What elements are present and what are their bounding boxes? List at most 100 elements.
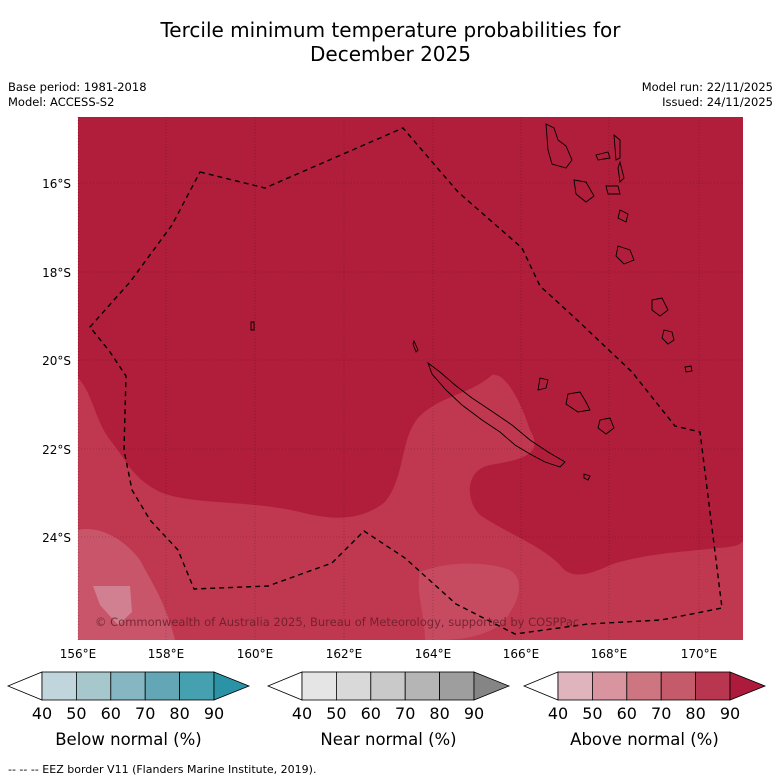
legend-tick: 50 [326, 704, 346, 723]
meta-right: Model run: 22/11/2025 Issued: 24/11/2025 [642, 80, 773, 110]
legend-tick: 60 [101, 704, 121, 723]
meta-left: Base period: 1981-2018 Model: ACCESS-S2 [8, 80, 147, 110]
belep-island [412, 339, 419, 353]
legend-tick: 80 [169, 704, 189, 723]
vanuatu-erromango [651, 297, 669, 317]
legend-swatch [336, 671, 372, 701]
copyright-notice: © Commonwealth of Australia 2025, Bureau… [95, 615, 579, 629]
legend-swatch [76, 671, 112, 701]
legend-tick: 80 [429, 704, 449, 723]
legend-tick: 90 [720, 704, 740, 723]
legend-tick: 60 [617, 704, 637, 723]
legend-tick: 40 [32, 704, 52, 723]
legend-swatch [626, 671, 662, 701]
vanuatu-epi [617, 209, 629, 223]
lat-label-18: 18°S [42, 266, 71, 280]
prob-contour-60b [418, 563, 520, 640]
cbar-under-arrow [266, 671, 303, 701]
lon-label-162: 162°E [326, 647, 363, 661]
vanuatu-efate [615, 245, 635, 265]
lon-label-156: 156°E [60, 647, 97, 661]
vanuatu-ambrym [605, 185, 621, 195]
legend-swatch [404, 671, 440, 701]
lat-label-20: 20°S [42, 354, 71, 368]
coastlines [250, 123, 693, 481]
ile-des-pins [583, 473, 591, 481]
legend-below-swatches [41, 671, 215, 701]
legend-tick: 90 [204, 704, 224, 723]
vanuatu-ambae [595, 151, 611, 161]
legend-swatch [695, 671, 731, 701]
cbar-under-arrow [6, 671, 43, 701]
legend-swatch [110, 671, 146, 701]
vanuatu-tanna [661, 329, 675, 345]
legend-swatch [179, 671, 215, 701]
loyalty-mare [597, 417, 615, 435]
lat-label-16: 16°S [42, 177, 71, 191]
lon-label-168: 168°E [591, 647, 628, 661]
lon-axis: 156°E 158°E 160°E 162°E 164°E 166°E 168°… [60, 647, 718, 661]
loyalty-lifou [565, 391, 591, 413]
vanuatu-aneityum [684, 365, 693, 373]
lon-label-170: 170°E [681, 647, 718, 661]
legend-swatch [370, 671, 406, 701]
lat-axis: 16°S 18°S 20°S 22°S 24°S [42, 177, 71, 545]
legend-swatch [439, 671, 475, 701]
prob-contour-50 [93, 586, 132, 625]
prob-contour-60 [78, 529, 175, 640]
legend-swatch [660, 671, 696, 701]
legend-tick: 40 [548, 704, 568, 723]
lon-label-166: 166°E [503, 647, 540, 661]
legend-above-label: Above normal (%) [570, 730, 719, 749]
legend-tick: 90 [464, 704, 484, 723]
vanuatu-pentecost [617, 160, 625, 183]
legend-tick: 70 [135, 704, 155, 723]
legend-swatch [557, 671, 593, 701]
legend-near-swatches [301, 671, 475, 701]
issued-date: Issued: 24/11/2025 [662, 95, 773, 109]
legend-tick: 50 [582, 704, 602, 723]
legend-near-label: Near normal (%) [320, 730, 457, 749]
chesterfield-islets [250, 321, 255, 331]
map-title: Tercile minimum temperature probabilitie… [0, 18, 781, 66]
vanuatu-maewo [613, 133, 621, 161]
cbar-over-arrow [473, 671, 511, 701]
title-line-1: Tercile minimum temperature probabilitie… [160, 18, 621, 42]
lat-label-24: 24°S [42, 531, 71, 545]
new-caledonia-island [427, 361, 566, 468]
base-period: Base period: 1981-2018 [8, 80, 147, 94]
lat-label-22: 22°S [42, 443, 71, 457]
vanuatu-espiritu-santo [545, 123, 573, 169]
legend-above-normal: 40 50 60 70 80 90 [522, 671, 767, 723]
legend-above-ticks: 40 50 60 70 80 90 [548, 704, 740, 723]
grid-lines [77, 117, 743, 640]
eez-footnote: -- -- -- EEZ border V11 (Flanders Marine… [8, 763, 317, 776]
lon-label-160: 160°E [237, 647, 274, 661]
cbar-under-arrow [522, 671, 559, 701]
legend-below-normal: 40 50 60 70 80 90 [6, 671, 251, 723]
legend-swatch [592, 671, 628, 701]
eez-border [89, 127, 723, 635]
legend-tick: 40 [292, 704, 312, 723]
prob-contour-70 [78, 374, 743, 640]
legend-swatch [144, 671, 180, 701]
legend-tick: 80 [685, 704, 705, 723]
model-run: Model run: 22/11/2025 [641, 80, 773, 94]
legend-tick: 70 [395, 704, 415, 723]
legend-swatch [41, 671, 77, 701]
legend-near-normal: 40 50 60 70 80 90 [266, 671, 511, 723]
legend-tick: 70 [651, 704, 671, 723]
legend-swatch [301, 671, 337, 701]
legend-below-label: Below normal (%) [55, 730, 202, 749]
legend-above-swatches [557, 671, 731, 701]
cbar-over-arrow [213, 671, 251, 701]
vanuatu-malekula [573, 179, 595, 203]
legend-tick: 50 [66, 704, 86, 723]
title-line-2: December 2025 [310, 42, 471, 66]
lon-label-164: 164°E [415, 647, 452, 661]
model-name: Model: ACCESS-S2 [8, 95, 115, 109]
legend-below-ticks: 40 50 60 70 80 90 [32, 704, 224, 723]
legend-tick: 60 [361, 704, 381, 723]
loyalty-ouvea [537, 377, 549, 391]
map-panel: © Commonwealth of Australia 2025, Bureau… [42, 117, 743, 661]
